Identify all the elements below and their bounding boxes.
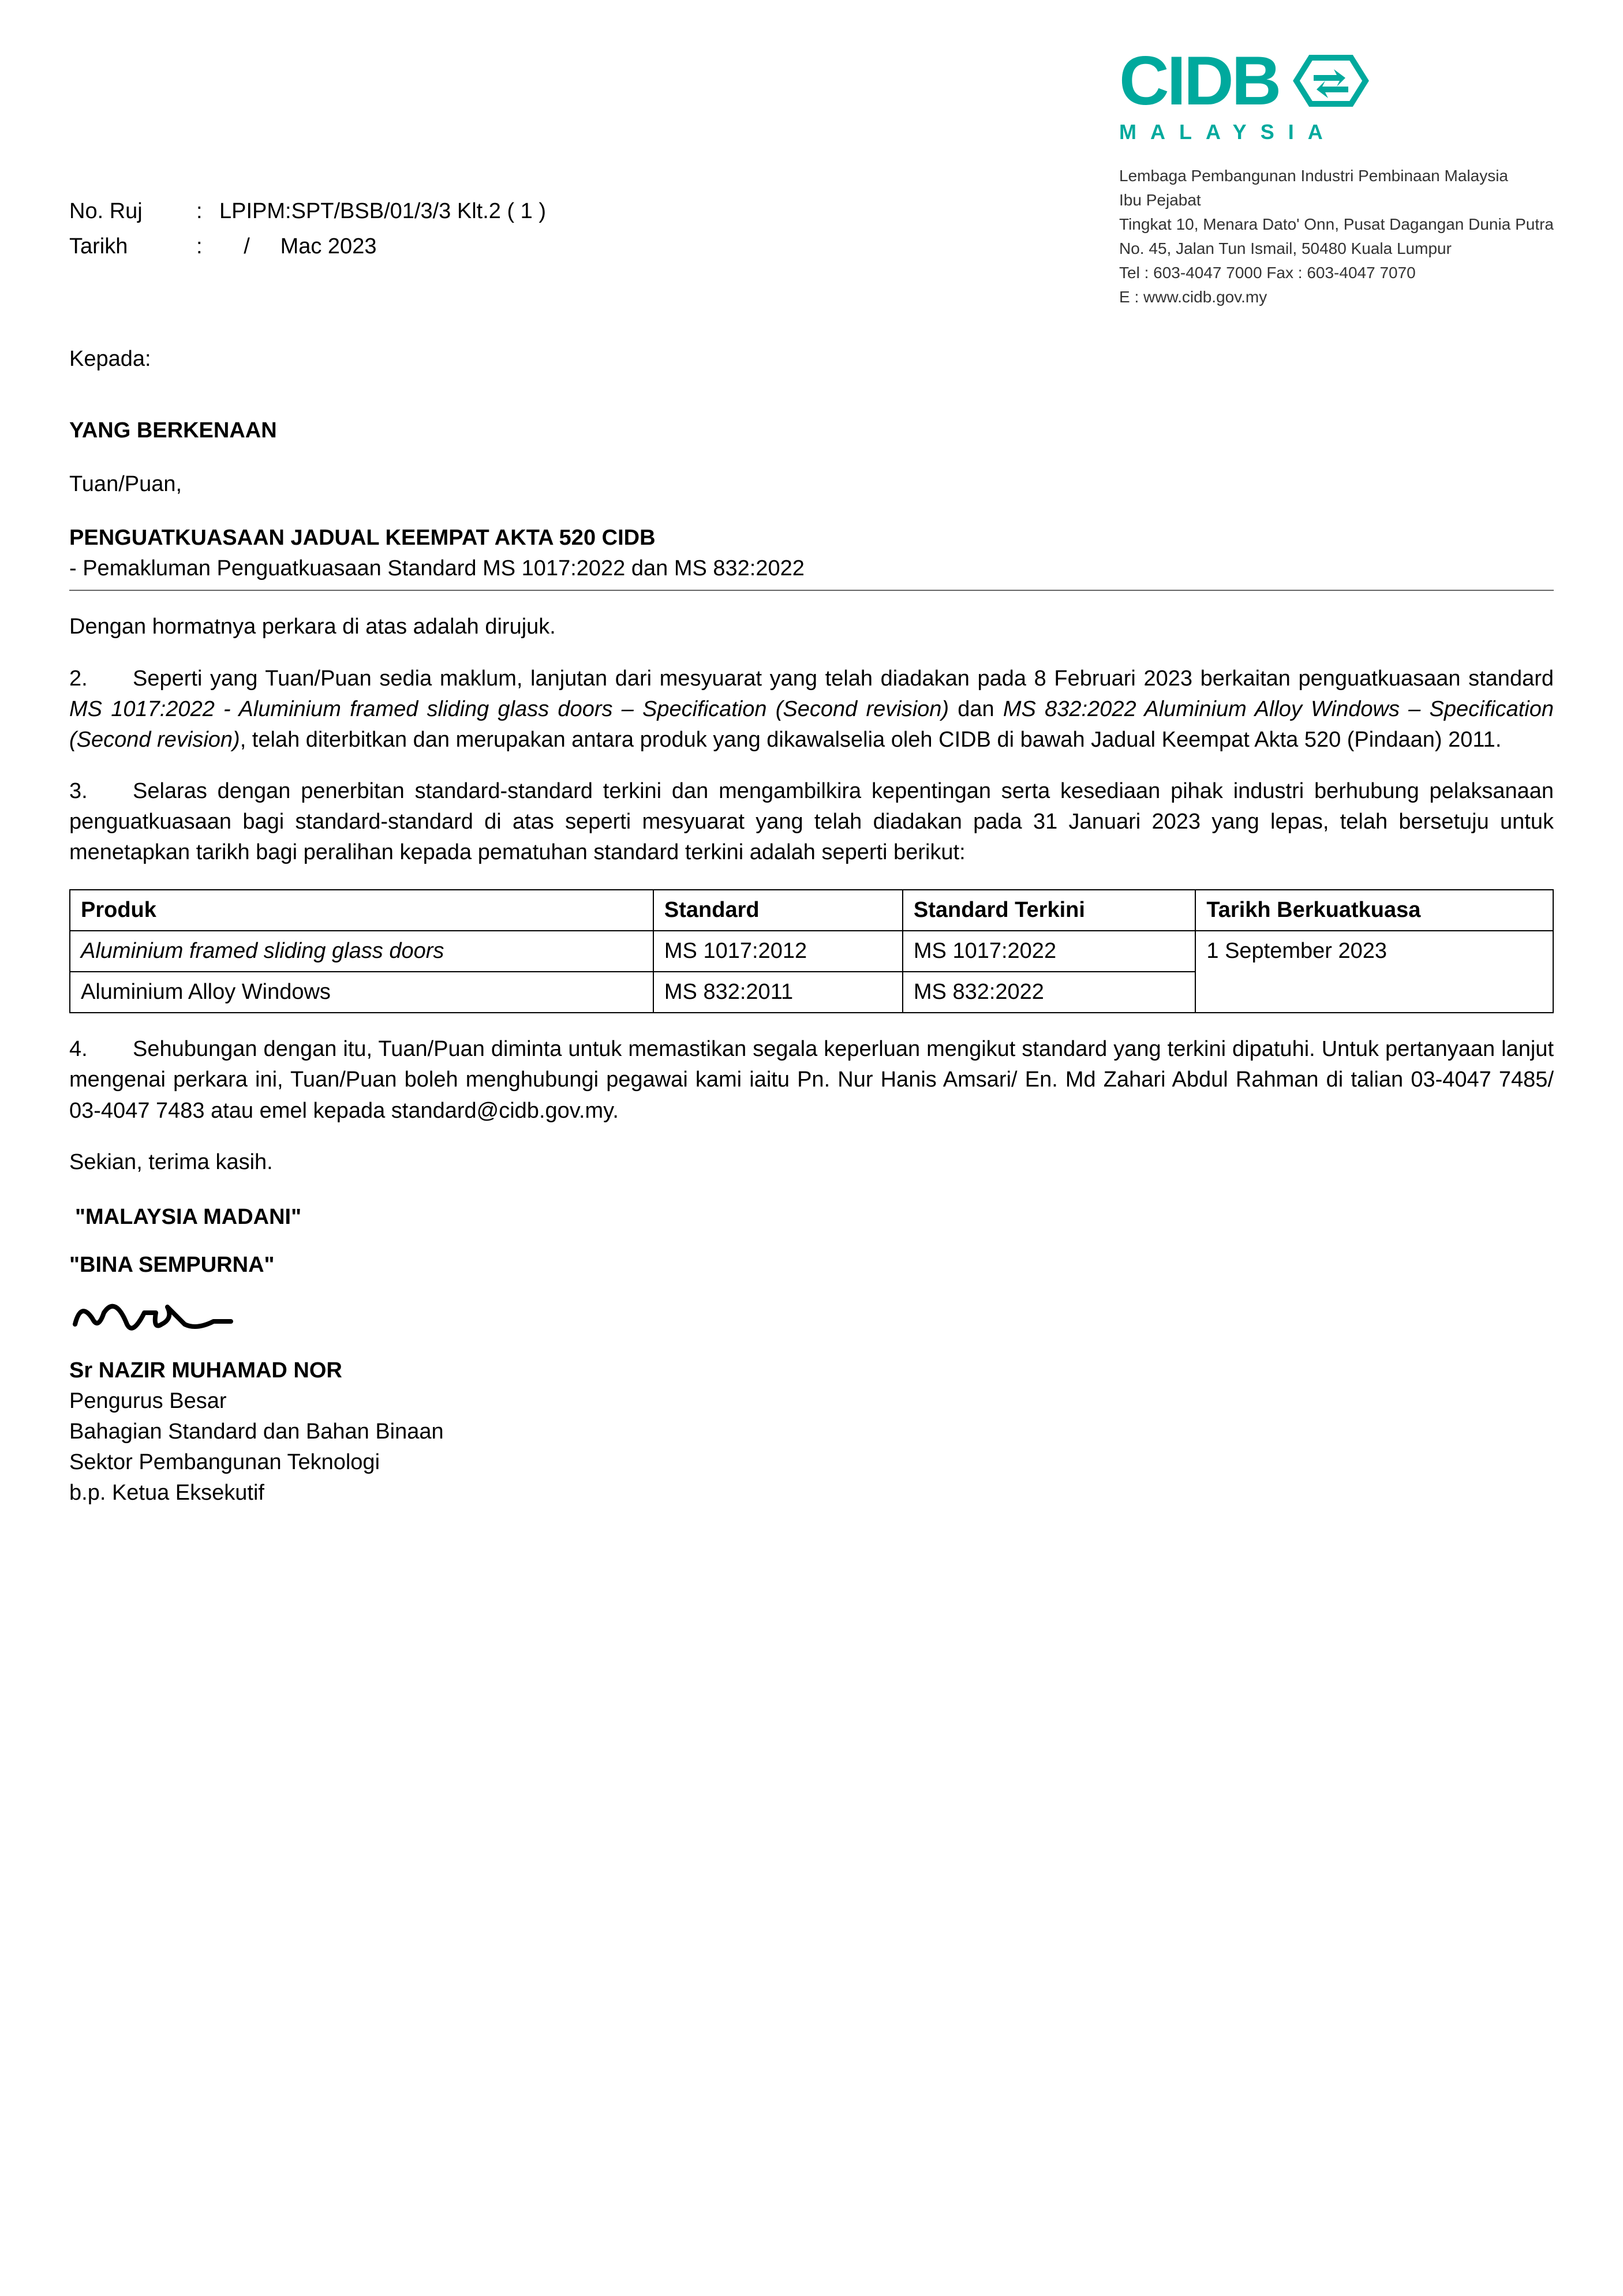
para-3-num: 3. bbox=[69, 776, 133, 807]
para-4-text: Sehubungan dengan itu, Tuan/Puan diminta… bbox=[69, 1037, 1554, 1122]
signatory-title1: Pengurus Besar bbox=[69, 1386, 1554, 1417]
logo-block: CIDB MALAYSIA Lembaga Pembangunan Indust… bbox=[1119, 46, 1554, 309]
para-1: Dengan hormatnya perkara di atas adalah … bbox=[69, 612, 1554, 642]
td-terkini: MS 1017:2022 bbox=[903, 931, 1195, 972]
letterhead: No. Ruj : LPIPM:SPT/BSB/01/3/3 Klt.2 ( 1… bbox=[69, 46, 1554, 309]
signatory-title3: Sektor Pembangunan Teknologi bbox=[69, 1447, 1554, 1478]
colon: : bbox=[196, 231, 219, 262]
addr-org: Lembaga Pembangunan Industri Pembinaan M… bbox=[1119, 164, 1554, 188]
th-tarikh: Tarikh Berkuatkuasa bbox=[1195, 890, 1553, 931]
addr-tel: Tel : 603-4047 7000 Fax : 603-4047 7070 bbox=[1119, 261, 1554, 285]
logo-text: CIDB bbox=[1119, 46, 1279, 115]
td-standard: MS 1017:2012 bbox=[653, 931, 903, 972]
para-3: 3.Selaras dengan penerbitan standard-sta… bbox=[69, 776, 1554, 868]
kepada: Kepada: bbox=[69, 344, 1554, 374]
th-terkini: Standard Terkini bbox=[903, 890, 1195, 931]
slogan-madani: "MALAYSIA MADANI" bbox=[75, 1202, 1554, 1233]
standards-table: Produk Standard Standard Terkini Tarikh … bbox=[69, 889, 1554, 1014]
para-2-num: 2. bbox=[69, 664, 133, 694]
td-terkini: MS 832:2022 bbox=[903, 972, 1195, 1013]
table-header-row: Produk Standard Standard Terkini Tarikh … bbox=[70, 890, 1553, 931]
ref-ruj-value: LPIPM:SPT/BSB/01/3/3 Klt.2 ( 1 ) bbox=[219, 196, 546, 227]
table-row: Aluminium framed sliding glass doors MS … bbox=[70, 931, 1553, 972]
signature-block: Sr NAZIR MUHAMAD NOR Pengurus Besar Baha… bbox=[69, 1355, 1554, 1509]
para-4: 4.Sehubungan dengan itu, Tuan/Puan dimin… bbox=[69, 1034, 1554, 1126]
colon: : bbox=[196, 196, 219, 227]
td-produk: Aluminium Alloy Windows bbox=[70, 972, 653, 1013]
closing: Sekian, terima kasih. bbox=[69, 1147, 1554, 1178]
logo-subtext: MALAYSIA bbox=[1119, 118, 1554, 147]
yang-berkenaan: YANG BERKENAAN bbox=[69, 415, 1554, 446]
ref-tarikh-value: / Mac 2023 bbox=[219, 231, 376, 262]
subject: PENGUATKUASAAN JADUAL KEEMPAT AKTA 520 C… bbox=[69, 523, 1554, 584]
slogan-bina: "BINA SEMPURNA" bbox=[69, 1250, 1554, 1280]
signatory-title2: Bahagian Standard dan Bahan Binaan bbox=[69, 1417, 1554, 1447]
signatory-title4: b.p. Ketua Eksekutif bbox=[69, 1478, 1554, 1508]
td-tarikh: 1 September 2023 bbox=[1195, 931, 1553, 1013]
para-3-text: Selaras dengan penerbitan standard-stand… bbox=[69, 779, 1554, 864]
td-produk: Aluminium framed sliding glass doors bbox=[70, 931, 653, 972]
td-standard: MS 832:2011 bbox=[653, 972, 903, 1013]
para-2e: , telah diterbitkan dan merupakan antara… bbox=[240, 728, 1502, 752]
subject-sub: - Pemakluman Penguatkuasaan Standard MS … bbox=[69, 553, 1554, 584]
cidb-logo: CIDB bbox=[1119, 46, 1554, 115]
para-2a: Seperti yang Tuan/Puan sedia maklum, lan… bbox=[133, 666, 1554, 691]
addr-line2: No. 45, Jalan Tun Ismail, 50480 Kuala Lu… bbox=[1119, 237, 1554, 261]
signature-image bbox=[69, 1290, 277, 1342]
ref-tarikh-label: Tarikh bbox=[69, 231, 196, 262]
para-2c: dan bbox=[949, 697, 1003, 721]
address-block: Lembaga Pembangunan Industri Pembinaan M… bbox=[1119, 164, 1554, 309]
cidb-logo-icon bbox=[1291, 46, 1371, 115]
th-standard: Standard bbox=[653, 890, 903, 931]
subject-rule bbox=[69, 590, 1554, 591]
signatory-name: Sr NAZIR MUHAMAD NOR bbox=[69, 1355, 1554, 1386]
ref-ruj-label: No. Ruj bbox=[69, 196, 196, 227]
addr-office: Ibu Pejabat bbox=[1119, 188, 1554, 212]
salutation: Tuan/Puan, bbox=[69, 469, 1554, 500]
para-4-num: 4. bbox=[69, 1034, 133, 1065]
para-2b: MS 1017:2022 - Aluminium framed sliding … bbox=[69, 697, 949, 721]
addr-line1: Tingkat 10, Menara Dato' Onn, Pusat Daga… bbox=[1119, 212, 1554, 237]
th-produk: Produk bbox=[70, 890, 653, 931]
addr-email: E : www.cidb.gov.my bbox=[1119, 285, 1554, 309]
para-2: 2.Seperti yang Tuan/Puan sedia maklum, l… bbox=[69, 664, 1554, 756]
subject-title: PENGUATKUASAAN JADUAL KEEMPAT AKTA 520 C… bbox=[69, 523, 1554, 553]
reference-block: No. Ruj : LPIPM:SPT/BSB/01/3/3 Klt.2 ( 1… bbox=[69, 196, 546, 267]
